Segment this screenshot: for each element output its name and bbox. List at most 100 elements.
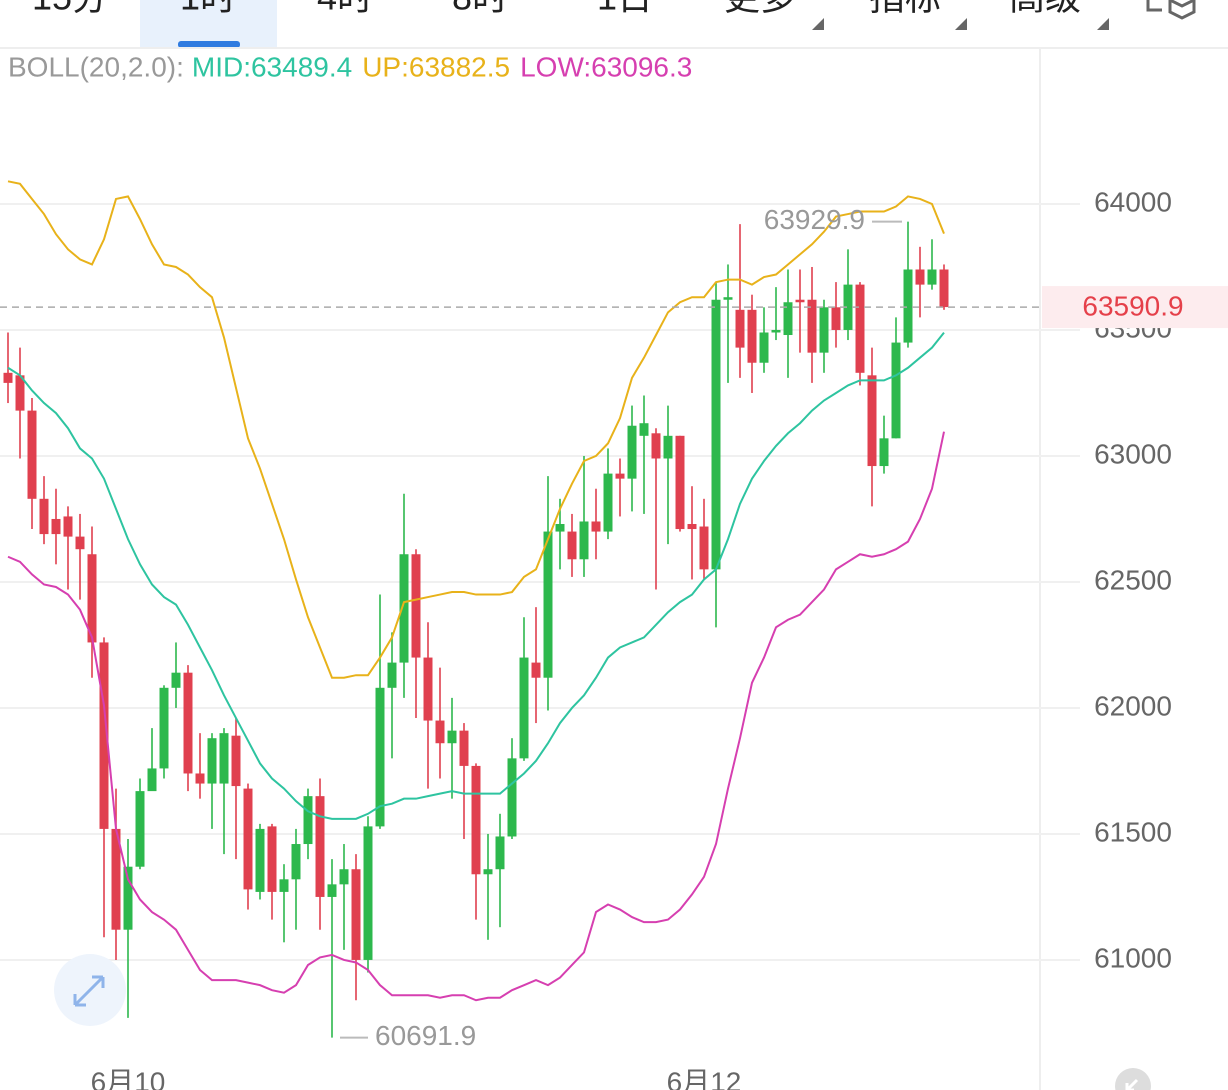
candle-body [231,735,241,787]
candle-body [747,309,757,363]
candle-body [615,473,625,479]
candle-body [939,269,949,308]
tab[interactable]: 1日 [597,0,653,18]
tab[interactable]: 更多 [724,0,796,18]
candle-body [435,720,445,744]
candle-body [303,796,313,845]
y-tick-label: 62500 [1094,564,1172,595]
candle-body [27,410,37,499]
candle-body [99,642,109,829]
candle-body [39,498,49,535]
candle-body [255,828,265,892]
plot [3,180,949,1038]
candle-body [483,869,493,875]
candle-body [63,516,73,537]
candle-body [399,554,409,663]
candle-body [339,869,349,885]
candle-body [855,284,865,373]
candle-body [927,269,937,285]
candle-body [723,297,733,300]
candle-body [711,299,721,570]
candle-body [411,554,421,658]
candle-body [783,302,793,336]
candle-body [771,329,781,333]
candle-body [459,730,469,766]
candle-body [639,423,649,436]
candle-body [327,884,337,897]
candle-body [15,375,25,411]
tab[interactable]: 8时 [452,0,508,18]
candle-body [567,531,577,560]
candle-body [111,828,121,930]
candle-body [651,433,661,459]
scroll-icon [1125,1078,1139,1090]
candle-body [243,788,253,890]
y-tick-label: 64000 [1094,186,1172,217]
tab[interactable]: 1时 [180,0,236,18]
candle-body [387,662,397,688]
candle-body [123,866,133,930]
candle-body [519,657,529,759]
y-tick-label: 61500 [1094,816,1172,847]
candle-body [759,332,769,363]
candle-body [807,299,817,353]
last-price-bg [1042,286,1228,329]
dropdown-arrows [812,18,1109,30]
candle-body [555,524,565,532]
selected-tab-indicator [178,41,240,48]
candle-body [903,269,913,343]
candle-body [195,773,205,784]
candle-body [171,672,181,688]
candle-body [75,536,85,550]
candle-body [699,526,709,570]
tab[interactable]: 指标 [869,0,941,18]
boll-line [7,431,945,1002]
candle-body [735,309,745,348]
candle-body [891,342,901,439]
candle-body [471,765,481,875]
candle-body [267,826,277,892]
scroll-button[interactable] [1115,1068,1151,1090]
candle-body [351,869,361,960]
settings-icon[interactable] [1146,0,1196,20]
candle-body [423,657,433,721]
expand-icon [73,975,105,1007]
last-price-label: 63590.9 [1082,290,1183,321]
candle-body [675,435,685,530]
candle-body [627,425,637,479]
tab-bar: 15分 1时 4时 8时 1日 更多 指标 高级 [32,0,1081,18]
candle-body [291,844,301,880]
selected-tab-bg [140,0,277,48]
boll-line [7,332,945,820]
labels: 610006150062000625006300063500640006月106… [0,51,1228,1090]
candle-body [363,826,373,960]
y-tick-label: 62000 [1094,690,1172,721]
tab[interactable]: 高级 [1009,0,1081,18]
legend-entry: MID:63489.4 [192,51,352,82]
candle-body [51,518,61,535]
y-tick-label: 63000 [1094,438,1172,469]
candle-body [183,672,193,774]
candle-body [579,521,589,560]
candle-body [603,473,613,532]
candle-body [531,662,541,678]
candle-body [819,307,829,353]
candle-body [831,307,841,330]
candle-body [447,730,457,744]
x-tick-label: 6月10 [91,1066,166,1090]
tab[interactable]: 15分 [32,0,108,18]
candle-body [663,435,673,459]
candle-body [207,738,217,784]
candle-body [219,733,229,784]
candle-body [315,796,325,897]
low-label: 60691.9 [375,1020,476,1051]
candle-body [147,768,157,792]
tab[interactable]: 4时 [317,0,373,18]
candle-body [3,372,13,383]
candle-body [687,524,697,530]
candle-body [507,758,517,837]
boll-line [7,180,945,679]
